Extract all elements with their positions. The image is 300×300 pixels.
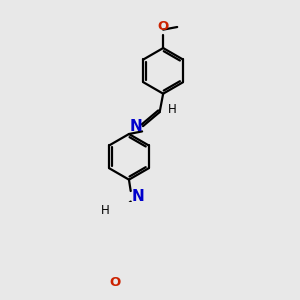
Text: H: H: [101, 204, 110, 217]
Text: N: N: [132, 189, 144, 204]
Text: N: N: [129, 118, 142, 134]
Text: O: O: [158, 20, 169, 33]
Text: H: H: [167, 103, 176, 116]
Text: O: O: [110, 276, 121, 289]
